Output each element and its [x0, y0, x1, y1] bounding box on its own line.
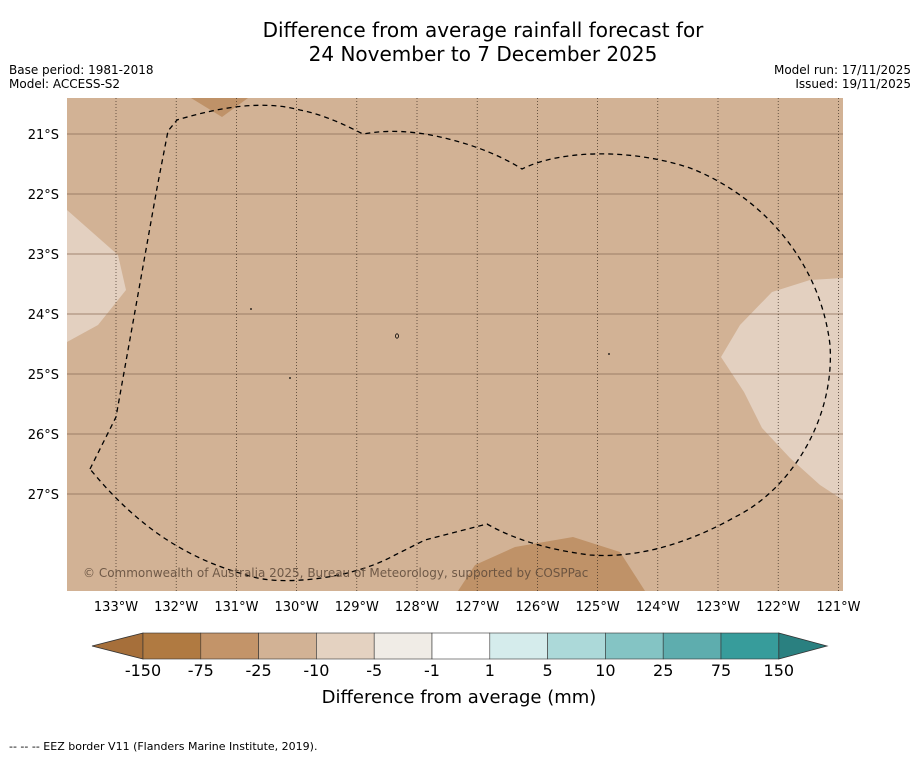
colorbar-segment [373, 632, 433, 660]
colorbar-tick-label: 10 [595, 661, 615, 680]
colorbar-segment [316, 632, 375, 660]
issued-date: Issued: 19/11/2025 [795, 77, 911, 91]
drier-patch-north [191, 98, 248, 117]
colorbar-tick-label: 5 [543, 661, 553, 680]
longitude-label: 127°W [455, 600, 499, 615]
wetter-patch-west [67, 210, 126, 342]
colorbar-segment [489, 632, 548, 660]
colorbar-extend-low [91, 632, 144, 660]
model-run: Model run: 17/11/2025 [773, 63, 911, 77]
colorbar-segment [547, 632, 606, 660]
colorbar-tick-label: -25 [246, 661, 272, 680]
longitude-label: 132°W [154, 600, 198, 615]
longitude-label: 131°W [214, 600, 258, 615]
colorbar-tick-label: 25 [653, 661, 673, 680]
map-panel: © Commonwealth of Australia 2025, Bureau… [67, 98, 843, 591]
longitude-label: 123°W [696, 600, 740, 615]
meta-right: Model run: 17/11/2025 Issued: 19/11/2025 [774, 63, 911, 91]
longitude-label: 133°W [94, 600, 138, 615]
colorbar-segment [200, 632, 259, 660]
eez-border [89, 104, 831, 582]
colorbar-tick-label: -10 [303, 661, 329, 680]
base-period: Base period: 1981-2018 [9, 63, 154, 77]
latitude-label: 25°S [28, 368, 59, 383]
island-mark [250, 308, 252, 310]
colorbar-segment [720, 632, 780, 660]
title-line-1: Difference from average rainfall forecas… [262, 18, 704, 42]
colorbar-tick-label: 75 [711, 661, 731, 680]
colorbar-segment [662, 632, 722, 660]
drier-patch-south [458, 537, 645, 591]
colorbar-segment [431, 632, 491, 660]
map-title: Difference from average rainfall forecas… [0, 18, 919, 66]
island-marks [250, 308, 610, 379]
colorbar-tick-label: -150 [125, 661, 161, 680]
latitude-labels: 21°S 22°S 23°S 24°S 25°S 26°S 27°S [28, 128, 59, 503]
wetter-patch-east [721, 278, 843, 500]
longitude-label: 121°W [816, 600, 860, 615]
colorbar-tick-label: 150 [764, 661, 795, 680]
eez-legend-note: -- -- -- EEZ border V11 (Flanders Marine… [9, 740, 318, 753]
latitude-label: 27°S [28, 488, 59, 503]
island-mark [395, 333, 399, 339]
latitude-label: 22°S [28, 188, 59, 203]
latitude-label: 23°S [28, 248, 59, 263]
longitude-label: 125°W [576, 600, 620, 615]
colorbar-tick-label: 1 [485, 661, 495, 680]
colorbar-segment [605, 632, 664, 660]
latitude-label: 24°S [28, 308, 59, 323]
model-name: Model: ACCESS-S2 [9, 77, 121, 91]
meta-left: Base period: 1981-2018 Model: ACCESS-S2 [9, 63, 154, 91]
copyright-notice: © Commonwealth of Australia 2025, Bureau… [83, 566, 588, 580]
latitude-label: 26°S [28, 428, 59, 443]
island-mark [289, 377, 291, 379]
colorbar-tick-label: -75 [188, 661, 214, 680]
colorbar: -150 -75 -25 -10 -5 -1 1 5 10 25 75 150 [91, 632, 829, 680]
colorbar-extend-high [778, 632, 829, 660]
colorbar-segment [258, 632, 317, 660]
map-background [67, 98, 843, 591]
colorbar-title: Difference from average (mm) [322, 687, 597, 708]
longitude-label: 130°W [275, 600, 319, 615]
graticule [67, 98, 843, 591]
longitude-labels: 133°W 132°W 131°W 130°W 129°W 128°W 127°W 126°W… [94, 600, 861, 615]
colorbar-tick-label: -5 [366, 661, 382, 680]
longitude-label: 124°W [636, 600, 680, 615]
latitude-label: 21°S [28, 128, 59, 143]
title-line-2: 24 November to 7 December 2025 [308, 42, 658, 66]
longitude-label: 128°W [395, 600, 439, 615]
longitude-label: 129°W [335, 600, 379, 615]
colorbar-segment [142, 632, 202, 660]
island-mark [608, 353, 610, 355]
longitude-label: 126°W [515, 600, 559, 615]
colorbar-tick-label: -1 [424, 661, 440, 680]
longitude-label: 122°W [756, 600, 800, 615]
